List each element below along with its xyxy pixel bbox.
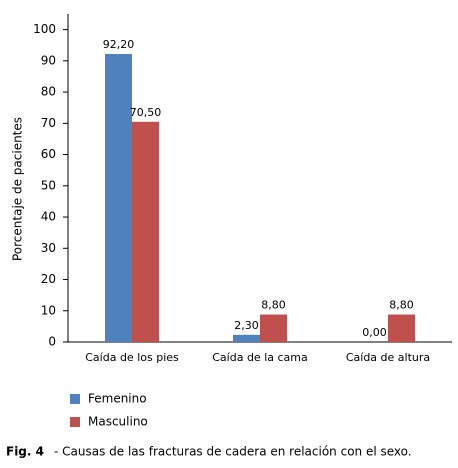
y-tick-label: 10 bbox=[41, 303, 56, 317]
y-tick-label: 70 bbox=[41, 116, 56, 130]
y-tick-label: 50 bbox=[41, 178, 56, 192]
x-tick-label: Caída de los pies bbox=[85, 351, 179, 364]
caption-label: Fig. 4 bbox=[6, 445, 44, 459]
y-tick-label: 20 bbox=[41, 272, 56, 286]
legend-label: Femenino bbox=[88, 392, 147, 406]
value-label: 8,80 bbox=[389, 299, 414, 312]
y-axis-label: Porcentaje de pacientes bbox=[11, 117, 25, 261]
caption: - Causas de las fracturas de cadera en r… bbox=[54, 445, 412, 459]
y-tick-label: 30 bbox=[41, 241, 56, 255]
y-tick-label: 100 bbox=[33, 22, 56, 36]
y-tick-label: 40 bbox=[41, 210, 56, 224]
value-label: 0,00 bbox=[362, 326, 387, 339]
value-label: 70,50 bbox=[130, 106, 162, 119]
value-label: 8,80 bbox=[261, 299, 286, 312]
y-tick-label: 80 bbox=[41, 85, 56, 99]
bar bbox=[388, 314, 415, 342]
bar bbox=[132, 121, 159, 343]
x-tick-label: Caída de altura bbox=[346, 351, 430, 364]
bar bbox=[105, 53, 132, 342]
bar bbox=[260, 314, 287, 342]
legend-swatch bbox=[70, 394, 80, 404]
legend-swatch bbox=[70, 417, 80, 427]
bar bbox=[233, 334, 260, 342]
legend-label: Masculino bbox=[88, 415, 148, 429]
x-tick-label: Caída de la cama bbox=[212, 351, 307, 364]
y-tick-label: 0 bbox=[48, 335, 56, 349]
value-label: 92,20 bbox=[103, 38, 135, 51]
value-label: 2,30 bbox=[234, 319, 259, 332]
y-tick-label: 60 bbox=[41, 147, 56, 161]
y-tick-label: 90 bbox=[41, 53, 56, 67]
